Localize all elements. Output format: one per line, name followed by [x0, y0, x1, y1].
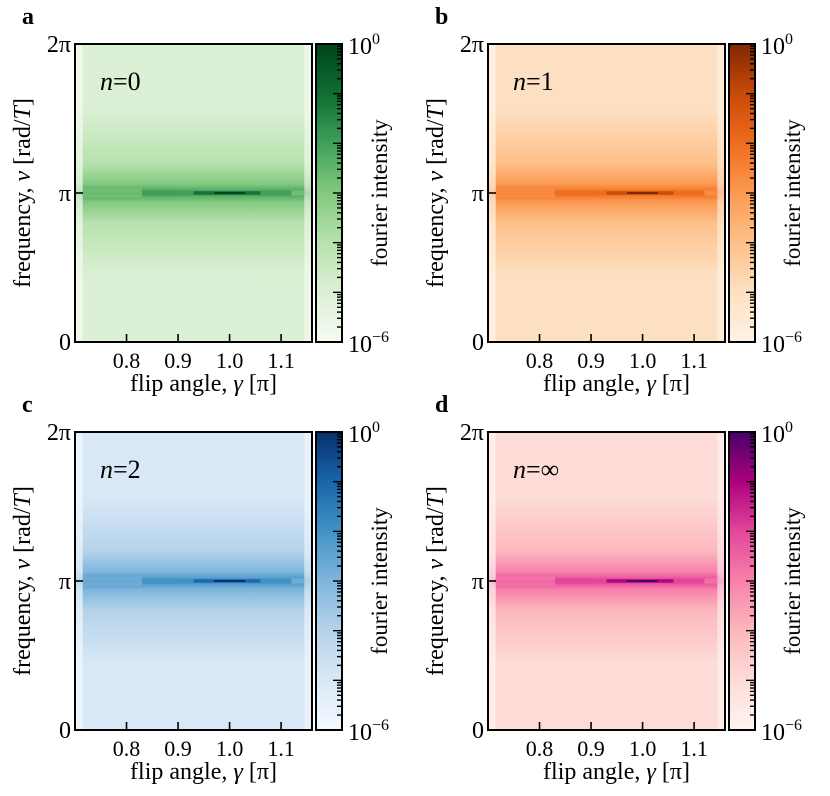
n-annotation: n=2 — [100, 455, 141, 484]
y-tick-label: π — [59, 569, 71, 595]
peak-segment — [495, 188, 555, 198]
peak-segment — [82, 576, 142, 586]
x-tick-label: 1.0 — [216, 348, 244, 373]
y-tick-label: π — [472, 569, 484, 595]
panel-a: 100 10−6 fourier intensity 0 π 2π 0.8 0.9 1.0 1.1… — [10, 4, 392, 397]
panel-letter: b — [435, 4, 448, 30]
x-tick-label: 1.0 — [629, 736, 657, 761]
heatmap-strip — [304, 432, 312, 730]
colorbar-max-label: 100 — [348, 419, 380, 448]
y-tick-label: 0 — [472, 718, 484, 744]
colorbar-min-label: 10−6 — [761, 329, 802, 358]
heatmap-strip — [717, 432, 725, 730]
y-axis-label: frequency, ν [rad/T] — [10, 486, 36, 676]
peak-segment — [554, 578, 592, 584]
peak-segment — [82, 188, 142, 198]
x-tick-label: 0.8 — [113, 348, 141, 373]
x-tick-label: 1.1 — [680, 736, 708, 761]
x-axis-label: flip angle, γ [π] — [543, 759, 690, 785]
peak-segment — [627, 580, 659, 582]
x-axis-label: flip angle, γ [π] — [130, 759, 277, 785]
x-tick-label: 0.9 — [164, 348, 192, 373]
x-tick-label: 1.0 — [629, 348, 657, 373]
peak-segment — [214, 580, 246, 582]
peak-segment — [214, 192, 246, 194]
peak-segment — [704, 190, 718, 196]
peak-segment — [141, 190, 179, 196]
peak-segment — [554, 190, 592, 196]
y-tick-label: 0 — [59, 330, 71, 356]
x-tick-label: 0.9 — [577, 348, 605, 373]
panel-letter: c — [22, 392, 33, 418]
n-annotation: n=0 — [100, 67, 141, 96]
x-tick-label: 0.8 — [526, 348, 554, 373]
colorbar-max-label: 100 — [761, 419, 793, 448]
panel-letter: d — [435, 392, 449, 418]
x-tick-label: 1.1 — [267, 348, 295, 373]
colorbar-min-label: 10−6 — [348, 329, 389, 358]
heatmap-strip — [304, 44, 312, 342]
y-tick-label: 0 — [59, 718, 71, 744]
x-tick-label: 1.1 — [267, 736, 295, 761]
peak-segment — [627, 192, 659, 194]
panel-d: 100 10−6 fourier intensity 0 π 2π 0.8 0.9 1.0 1.1… — [423, 392, 805, 785]
n-annotation: n=1 — [513, 67, 554, 96]
panel-c: 100 10−6 fourier intensity 0 π 2π 0.8 0.9 1.0 1.1… — [10, 392, 392, 785]
x-tick-label: 0.8 — [526, 736, 554, 761]
colorbar-label: fourier intensity — [780, 119, 805, 267]
peak-segment — [291, 578, 305, 584]
x-tick-label: 0.9 — [577, 736, 605, 761]
colorbar-label: fourier intensity — [780, 507, 805, 655]
y-axis-label: frequency, ν [rad/T] — [423, 486, 449, 676]
x-axis-label: flip angle, γ [π] — [130, 371, 277, 397]
peak-segment — [141, 578, 179, 584]
y-axis-label: frequency, ν [rad/T] — [10, 98, 36, 288]
y-tick-label: π — [59, 181, 71, 207]
peak-segment — [704, 578, 718, 584]
y-tick-label: 2π — [47, 420, 71, 446]
x-tick-label: 0.9 — [164, 736, 192, 761]
y-axis-label: frequency, ν [rad/T] — [423, 98, 449, 288]
n-annotation: n=∞ — [513, 455, 559, 484]
heatmap-strip — [717, 44, 725, 342]
peak-segment — [291, 190, 305, 196]
y-tick-label: 0 — [472, 330, 484, 356]
colorbar-label: fourier intensity — [367, 507, 392, 655]
panel-letter: a — [22, 4, 34, 30]
colorbar-min-label: 10−6 — [761, 717, 802, 746]
x-tick-label: 1.0 — [216, 736, 244, 761]
x-tick-label: 1.1 — [680, 348, 708, 373]
y-tick-label: 2π — [47, 32, 71, 58]
colorbar-label: fourier intensity — [367, 119, 392, 267]
x-axis-label: flip angle, γ [π] — [543, 371, 690, 397]
y-tick-label: 2π — [460, 420, 484, 446]
y-tick-label: 2π — [460, 32, 484, 58]
colorbar-max-label: 100 — [348, 31, 380, 60]
panel-b: 100 10−6 fourier intensity 0 π 2π 0.8 0.9 1.0 1.1… — [423, 4, 805, 397]
peak-segment — [495, 576, 555, 586]
colorbar-min-label: 10−6 — [348, 717, 389, 746]
y-tick-label: π — [472, 181, 484, 207]
x-tick-label: 0.8 — [113, 736, 141, 761]
colorbar-max-label: 100 — [761, 31, 793, 60]
